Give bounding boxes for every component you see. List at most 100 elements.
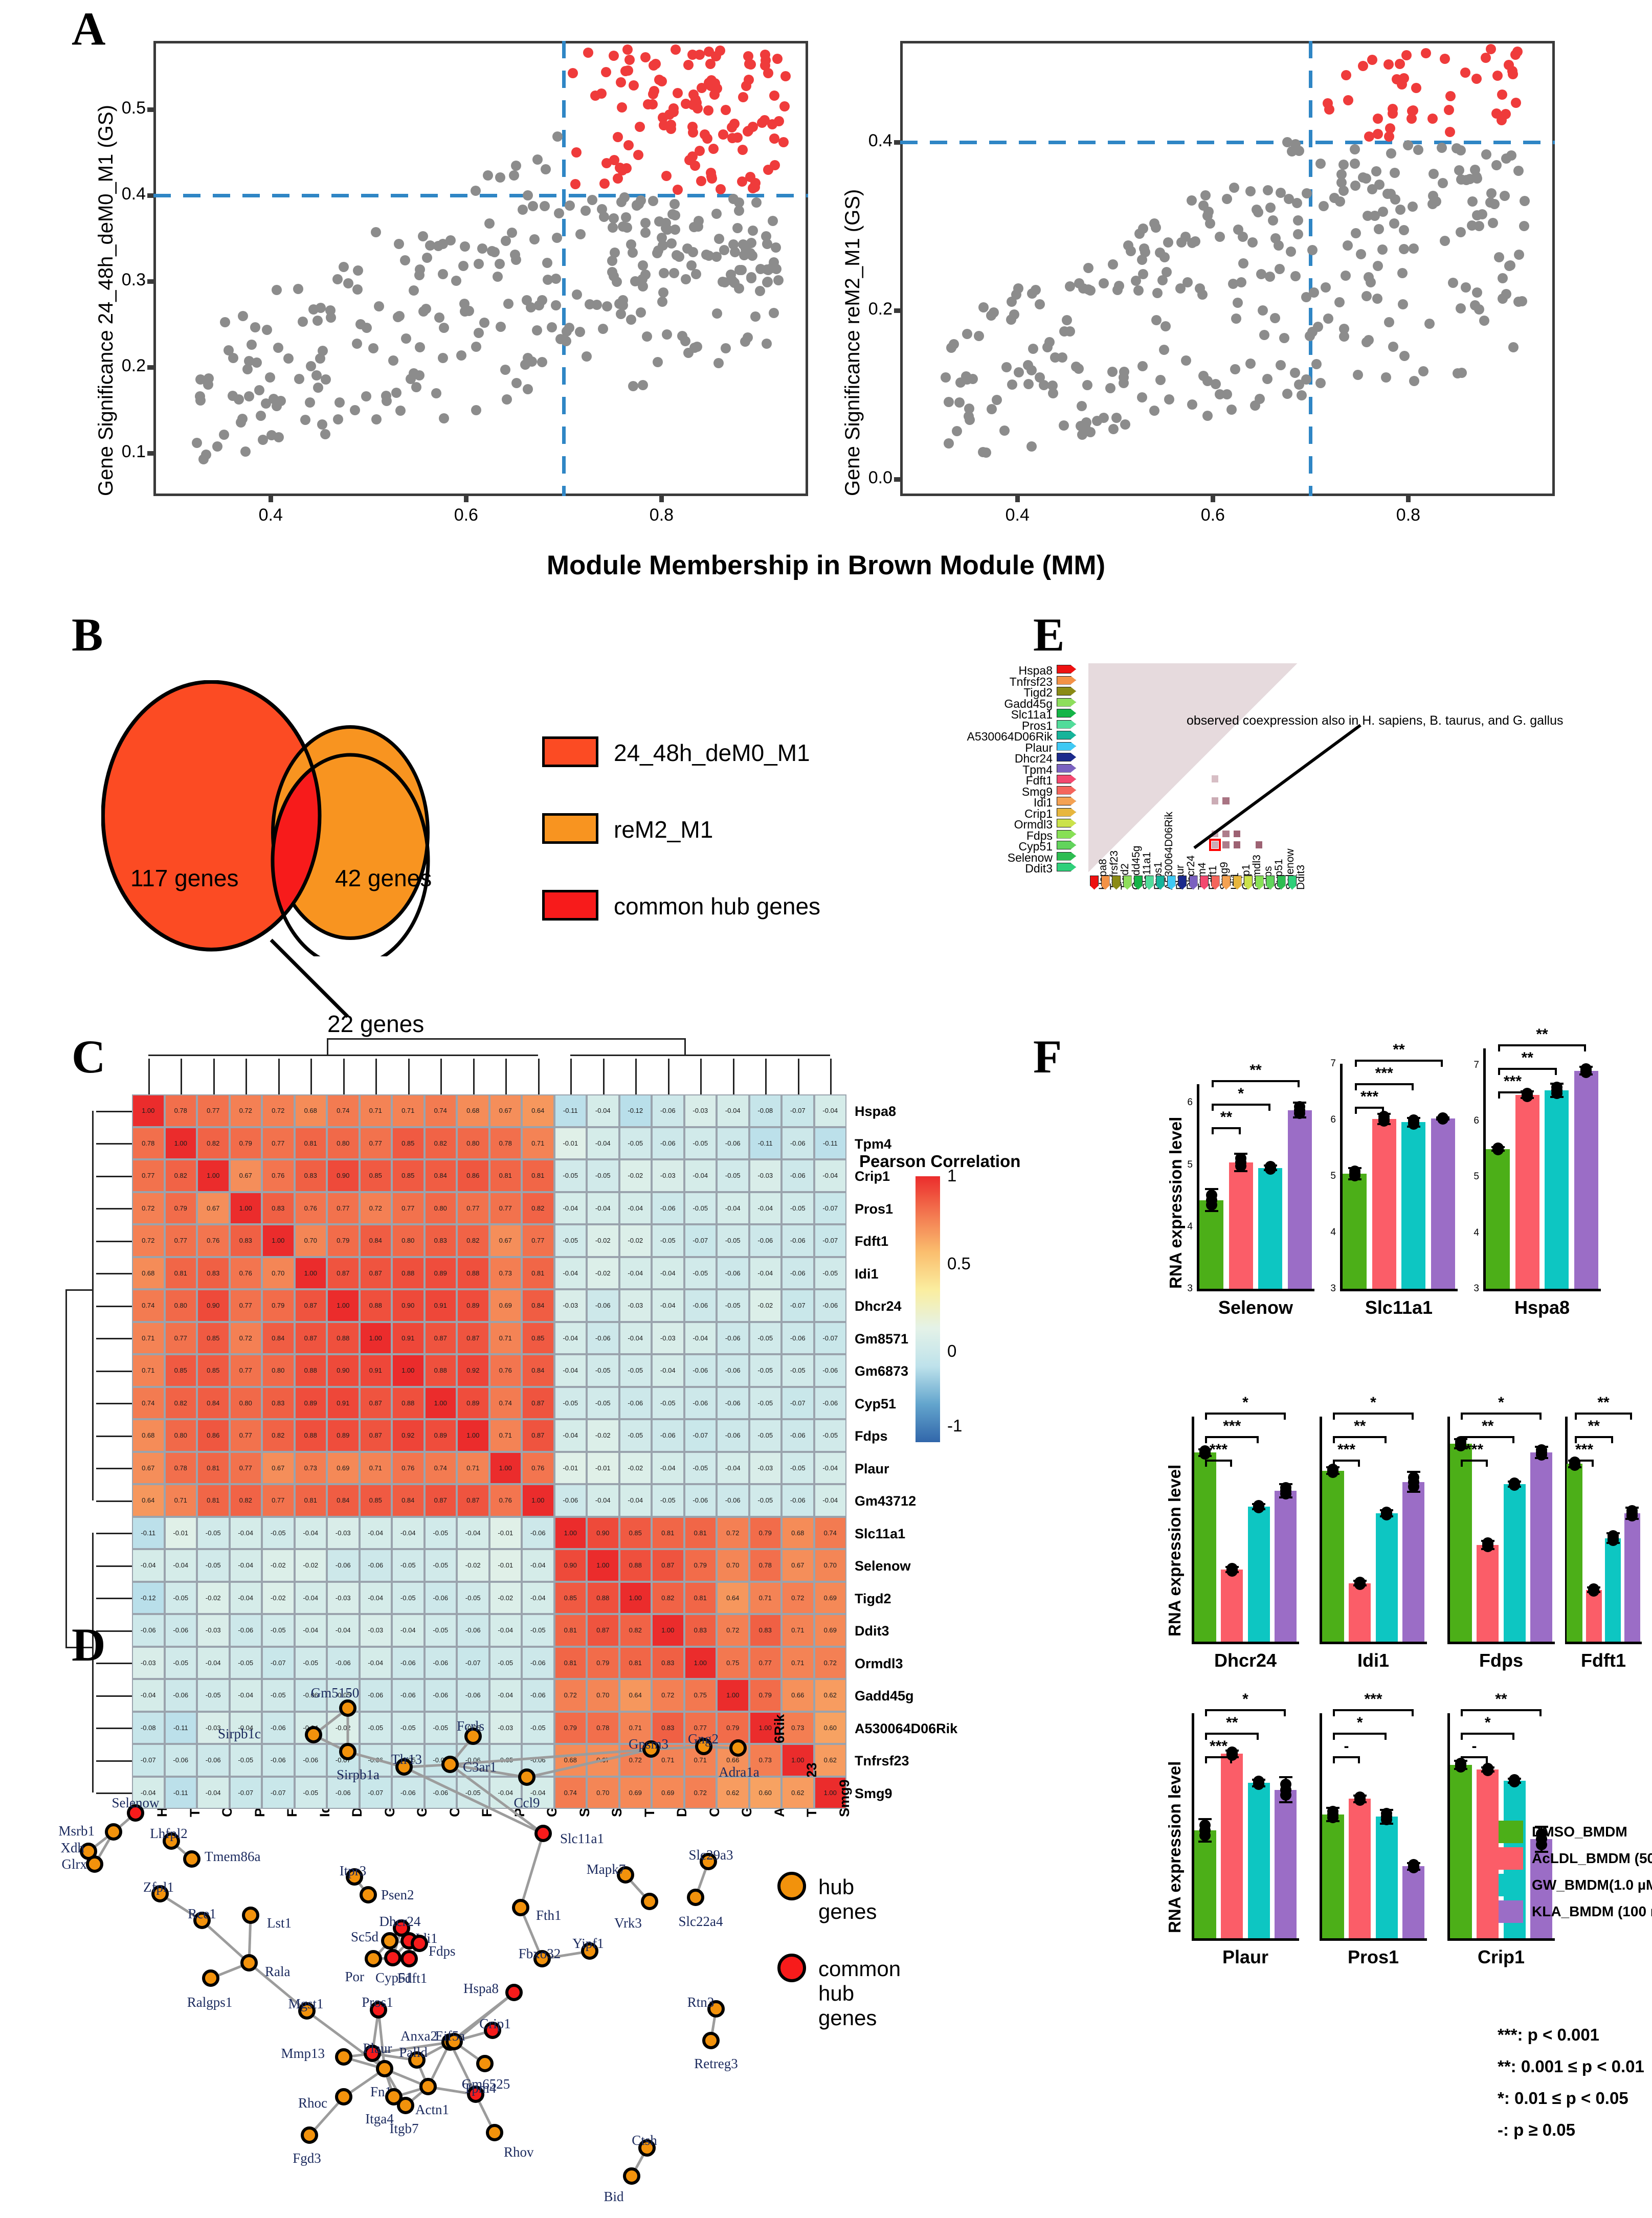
network-node-hub[interactable] [335,2048,352,2066]
heatmap-row-label: Tigd2 [855,1590,891,1606]
network-node-common-hub[interactable] [370,2001,387,2019]
network-node-hub[interactable] [512,1899,529,1916]
network-node-hub[interactable] [408,2051,426,2069]
network-node-common-hub[interactable] [534,1825,552,1842]
network-node-hub[interactable] [533,1950,551,1967]
heatmap-cell: -0.05 [619,1419,652,1452]
heatmap-cell: -0.05 [229,1646,262,1679]
network-node-hub[interactable] [151,1885,169,1902]
network-node-hub[interactable] [376,2060,393,2077]
heatmap-cell: -0.05 [587,1159,619,1192]
network-node-hub[interactable] [301,2126,318,2144]
network-node-hub[interactable] [707,2000,725,2018]
scatter-point [537,295,548,305]
network-node-hub[interactable] [617,1866,634,1884]
network-node-hub[interactable] [335,2088,352,2105]
gene-color-chip [1057,687,1076,696]
scatter-point [1205,218,1216,229]
scatter-point [1501,288,1512,299]
scatter-point-hub [640,52,651,63]
network-node-hub[interactable] [397,2097,414,2114]
scatter-point [479,317,490,328]
network-node-hub[interactable] [193,1912,211,1929]
network-node-common-hub[interactable] [400,1950,418,1967]
network-node-hub[interactable] [346,1868,363,1886]
heatmap-cell: 1.00 [359,1321,392,1354]
network-node-label: Slc22a4 [678,1914,723,1929]
scatter-point [463,306,474,317]
heatmap-cell: 0.67 [489,1224,522,1257]
network-node-common-hub[interactable] [411,1935,428,1952]
network-node-hub[interactable] [339,1743,356,1760]
scatter-point [260,398,271,409]
network-node-hub[interactable] [305,1726,322,1743]
heatmap-cell: -0.05 [814,1257,846,1289]
network-node-common-hub[interactable] [484,2022,501,2039]
bar-chart-gene-label: Selenow [1218,1297,1293,1318]
network-node-hub[interactable] [419,2078,437,2095]
network-node-hub[interactable] [642,1740,660,1758]
heatmap-cell: -0.04 [554,1354,587,1387]
network-node-hub[interactable] [695,1738,712,1755]
network-node-hub[interactable] [641,1893,658,1910]
heatmap-row-label: Tpm4 [855,1136,892,1152]
scatter-point [203,379,213,390]
network-node-common-hub[interactable] [467,2086,484,2103]
scatter-point [374,301,385,312]
network-node-hub[interactable] [86,1855,103,1873]
gene-color-chip [1057,863,1076,871]
scatter-point [371,414,382,424]
scatter-point [617,300,628,310]
network-node-hub[interactable] [702,2032,720,2049]
network-node-hub[interactable] [105,1823,122,1841]
scatter-point [728,239,739,250]
scatter-point-hub [705,58,716,69]
heatmap-cell: -0.05 [782,1354,814,1387]
network-node-hub[interactable] [445,2033,463,2050]
network-node-hub[interactable] [700,1853,717,1870]
scatter-point [1236,277,1246,288]
network-node-label: Ctsh [632,2133,657,2148]
network-node-hub[interactable] [183,1850,200,1868]
scatter-point [955,377,966,388]
network-node-hub[interactable] [365,1950,382,1967]
network-node-hub[interactable] [163,1832,180,1850]
network-node-hub[interactable] [360,1886,377,1903]
heatmap-cell: 0.72 [359,1192,392,1224]
network-node-common-hub[interactable] [364,2045,381,2062]
network-node-hub[interactable] [729,1739,747,1757]
network-node-hub[interactable] [623,2167,640,2185]
network-node-hub[interactable] [581,1942,598,1960]
bar-chart-x-axis [1447,1938,1555,1941]
network-node-hub[interactable] [381,1932,398,1950]
scatter-point-hub [672,185,683,195]
heatmap-cell: -0.05 [489,1646,522,1679]
network-node-hub[interactable] [339,1699,356,1717]
network-node-hub[interactable] [518,1768,535,1786]
heatmap-cell: 0.81 [294,1127,327,1159]
scatter-point-hub [737,176,748,187]
network-node-hub[interactable] [476,2055,494,2072]
heatmap-row-label: Ormdl3 [855,1655,903,1671]
scatter-point-hub [1357,60,1368,71]
scatter-point-hub [1341,70,1351,80]
network-node-hub[interactable] [486,2124,503,2141]
network-node-hub[interactable] [441,1756,459,1773]
network-node-common-hub[interactable] [127,1804,144,1822]
network-node-hub[interactable] [687,1889,704,1906]
network-node-hub[interactable] [242,1907,259,1924]
network-node-common-hub[interactable] [505,1984,523,2001]
heatmap-cell: -0.01 [587,1451,619,1484]
gene-color-chip [1222,875,1231,890]
heatmap-row-label: Cyp51 [855,1396,897,1412]
network-node-hub[interactable] [464,1728,482,1745]
scatter-point [1159,345,1170,355]
network-node-hub[interactable] [638,2139,656,2157]
network-node-hub[interactable] [395,1758,413,1776]
network-node-hub[interactable] [202,1969,219,1987]
network-node-hub[interactable] [298,2002,316,2020]
heatmap-cell: -0.03 [652,1159,684,1192]
panel-b-letter: B [72,609,103,661]
network-node-common-hub[interactable] [384,1949,401,1966]
network-node-hub[interactable] [240,1954,258,1971]
